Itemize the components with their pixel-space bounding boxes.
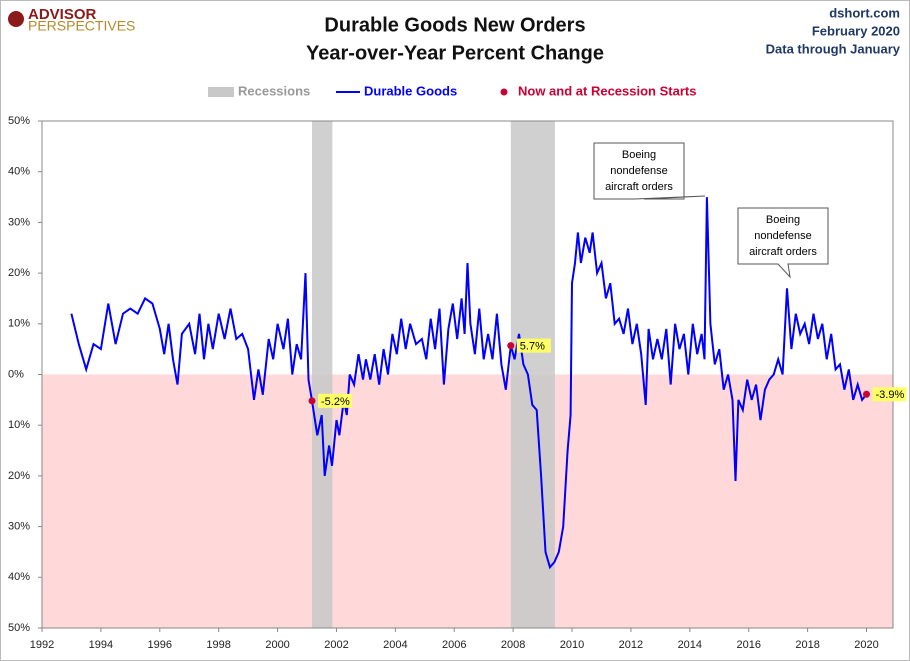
x-tick-label: 2016 (736, 639, 760, 651)
x-tick-label: 1994 (89, 639, 113, 651)
x-tick-label: 2014 (678, 639, 702, 651)
negative-zone (42, 374, 893, 628)
y-tick-label: 40% (8, 571, 30, 583)
y-tick-label: 20% (8, 267, 30, 279)
annotation: aircraft orders (749, 246, 817, 258)
series-line (70, 197, 868, 570)
value-label-bg (516, 338, 551, 353)
chart-title: Durable Goods New Orders (324, 14, 585, 36)
x-tick-label: 1998 (206, 639, 230, 651)
x-tick-label: 2018 (795, 639, 819, 651)
y-tick-label: 0% (8, 368, 24, 380)
x-tick-label: 2002 (324, 639, 348, 651)
x-tick-label: 2006 (442, 639, 466, 651)
y-tick-label: 40% (8, 166, 30, 178)
y-tick-label: 30% (8, 216, 30, 228)
y-tick-label: 30% (8, 521, 30, 533)
legend-label: Recessions (238, 83, 310, 98)
callout-box (737, 207, 829, 279)
y-tick-label: 10% (8, 318, 30, 330)
y-tick-label: 10% (8, 419, 30, 431)
x-tick-label: 2012 (619, 639, 643, 651)
value-label: -3.9% (875, 389, 904, 401)
source: Data through January (766, 41, 901, 56)
source: dshort.com (829, 5, 900, 20)
y-tick-label: 20% (8, 470, 30, 482)
value-label: -5.2% (321, 396, 350, 408)
y-tick-label: 50% (8, 115, 30, 127)
legend-swatch (500, 88, 508, 96)
value-label-bg (318, 393, 353, 408)
x-tick-label: 2020 (854, 639, 878, 651)
x-tick-label: 1996 (148, 639, 172, 651)
annotation: Boeing (766, 214, 800, 226)
value-label-bg (872, 387, 907, 402)
x-tick-label: 2010 (560, 639, 584, 651)
annotation: nondefense (754, 230, 812, 242)
marker (862, 390, 870, 398)
logo: ADVISOR (28, 6, 97, 23)
x-tick-label: 2000 (265, 639, 289, 651)
value-label: 5.7% (520, 341, 545, 353)
legend-swatch (208, 87, 234, 97)
recession-band (312, 121, 333, 628)
legend-label: Now and at Recession Starts (518, 83, 696, 98)
x-tick-label: 2004 (383, 639, 407, 651)
logo-icon (8, 11, 24, 27)
logo: PERSPECTIVES (28, 18, 135, 34)
recession-band (510, 121, 555, 628)
chart-title: Year-over-Year Percent Change (306, 42, 604, 64)
y-tick-label: 50% (8, 622, 30, 634)
annotation: aircraft orders (605, 181, 673, 193)
legend-label: Durable Goods (364, 83, 457, 98)
marker (308, 397, 316, 405)
source: February 2020 (812, 23, 900, 38)
marker (507, 342, 515, 350)
x-tick-label: 2008 (501, 639, 525, 651)
annotation: Boeing (622, 149, 656, 161)
annotation: nondefense (610, 165, 668, 177)
callout-box (593, 142, 706, 200)
x-tick-label: 1992 (30, 639, 54, 651)
